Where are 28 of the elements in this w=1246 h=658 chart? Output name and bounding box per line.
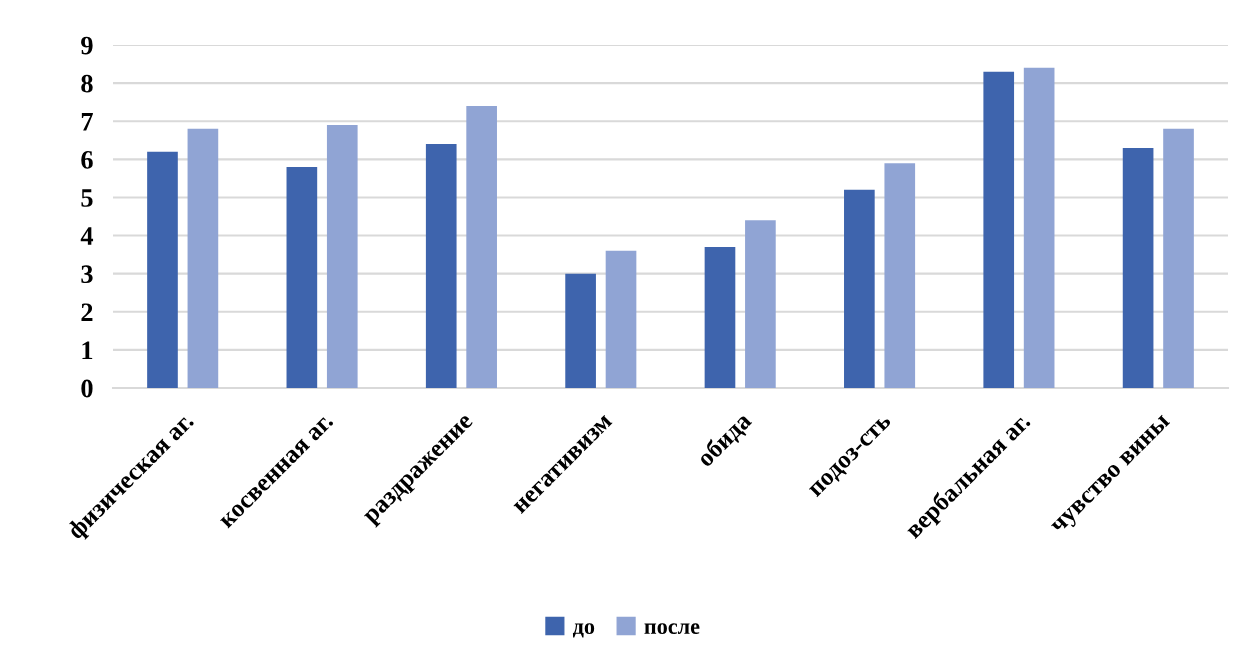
bar (704, 246, 736, 388)
bar (1163, 128, 1194, 388)
bar (1023, 67, 1055, 388)
legend-label: после (644, 623, 700, 634)
bar (983, 71, 1015, 388)
bar (425, 144, 457, 388)
bar (884, 163, 916, 388)
bar (147, 151, 178, 388)
bar (187, 128, 219, 388)
bar (466, 105, 497, 388)
y-tick-label: 8 (81, 74, 93, 93)
y-tick-label: 9 (81, 36, 93, 55)
legend-label: до (572, 623, 595, 638)
y-tick-label: 5 (81, 189, 93, 207)
bar (286, 166, 318, 388)
bar (326, 125, 358, 388)
y-tick-label: 1 (82, 341, 93, 360)
bar (844, 189, 875, 388)
y-tick-label: 2 (81, 303, 93, 321)
bar (745, 220, 776, 388)
y-tick-label: 4 (80, 227, 94, 245)
y-tick-label: 6 (81, 151, 93, 169)
bar (565, 273, 596, 388)
bar (605, 250, 637, 388)
y-tick-label: 7 (81, 113, 93, 131)
y-tick-label: 0 (81, 379, 93, 398)
bar (1122, 147, 1154, 388)
y-tick-label: 3 (81, 265, 93, 284)
